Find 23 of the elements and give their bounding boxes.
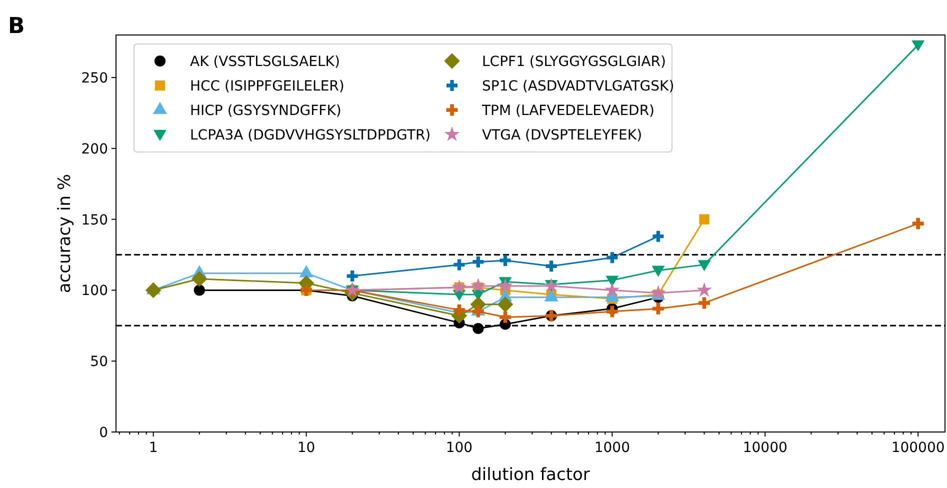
x-tick-label: 10 xyxy=(297,440,316,456)
legend-label: HICP (GSYSYNDGFFK) xyxy=(190,103,342,119)
legend-label: SP1C (ASDVADTVLGATGSK) xyxy=(482,78,674,94)
x-axis-title: dilution factor xyxy=(471,465,590,485)
x-tick-label: 10000 xyxy=(742,440,788,456)
chart-title: B xyxy=(8,14,25,39)
x-tick-label: 1 xyxy=(148,440,158,456)
y-tick-label: 100 xyxy=(81,283,108,300)
legend-label: VTGA (DVSPTELEYFEK) xyxy=(482,128,642,144)
y-tick-label: 200 xyxy=(81,141,108,158)
y-tick-label: 50 xyxy=(90,354,108,370)
legend-label: HCC (ISIPPFGEILELER) xyxy=(190,78,344,94)
x-tick-label: 100 xyxy=(446,440,473,456)
y-tick-label: 150 xyxy=(81,212,108,228)
legend-label: LCPF1 (SLYGGYGSGLGIAR) xyxy=(482,54,666,70)
legend-label: LCPA3A (DGDVVHGSYSLTDPDGTR) xyxy=(190,128,431,144)
y-tick-label: 0 xyxy=(99,425,108,441)
legend-label: AK (VSSTLSGLSAELK) xyxy=(190,54,340,70)
x-tick-label: 100000 xyxy=(891,440,945,456)
legend-label: TPM (LAFVEDELEVAEDR) xyxy=(481,103,655,119)
x-tick-label: 1000 xyxy=(594,440,630,456)
y-axis-title: accuracy in % xyxy=(55,174,75,294)
y-tick-label: 250 xyxy=(81,70,108,87)
